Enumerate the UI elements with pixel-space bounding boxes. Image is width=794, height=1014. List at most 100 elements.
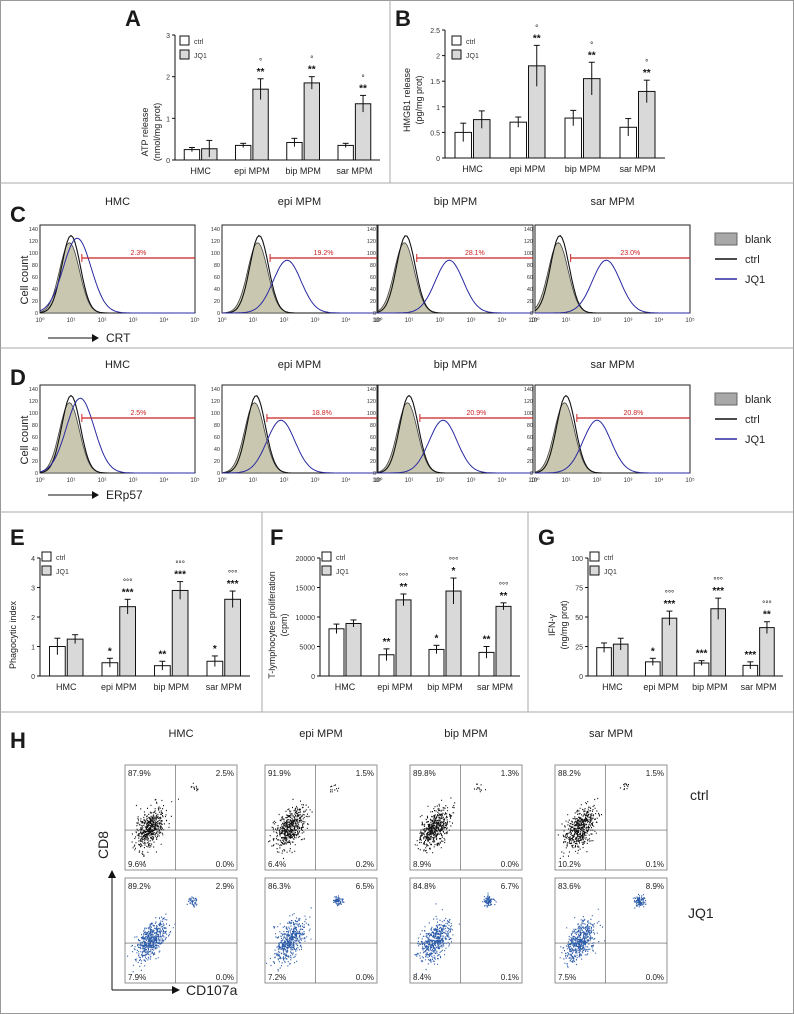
quadrant-lr: 0.1%	[501, 973, 519, 982]
category-label: HMC	[462, 164, 483, 174]
quadrant-lr: 0.2%	[356, 860, 374, 869]
histogram-x-tick: 10²	[436, 318, 445, 324]
y-axis-label-cd8: CD8	[95, 831, 111, 859]
histogram-x-tick: 10⁴	[497, 477, 507, 484]
y-tick-label: 1	[31, 645, 35, 652]
bar-jq1	[66, 638, 84, 677]
legend-label-ctrl: ctrl	[56, 555, 66, 562]
marker-label-crt: CRT	[106, 331, 131, 345]
histogram-x-tick: 10²	[98, 318, 107, 324]
axis-arrows-h: CD8 CD107a	[95, 831, 238, 998]
histogram-x-tick: 10⁴	[341, 477, 351, 484]
histogram-y-tick: 140	[211, 227, 220, 233]
histogram-y-tick: 0	[35, 471, 38, 477]
gate-percent: 2.3%	[130, 250, 146, 257]
histogram-jq1-line	[535, 419, 690, 474]
legend-swatch-jq1	[321, 565, 332, 576]
significance-mark-vs-hmc: °°°	[713, 576, 723, 585]
histogram-x-tick: 10¹	[562, 318, 571, 324]
dot-plot-grid: HMC epi MPM bip MPM sar MPM 87.9% 2.5% 9.6% 0.0…	[124, 728, 668, 984]
legend-swatch-ctrl	[321, 551, 332, 562]
histogram-y-tick: 80	[527, 423, 533, 429]
histogram-x-tick: 10⁰	[373, 477, 383, 484]
category-label: epi MPM	[101, 682, 137, 692]
histogram-y-tick: 40	[214, 287, 220, 293]
significance-mark: ***	[174, 570, 186, 581]
legend-swatch-jq1	[41, 565, 52, 576]
significance-mark: ***	[696, 649, 708, 660]
legend-label-jq1: JQ1	[745, 274, 765, 286]
quadrant-ll: 8.4%	[413, 973, 431, 982]
category-label: bip MPM	[692, 682, 728, 692]
significance-mark: ***	[227, 579, 239, 590]
histogram-y-tick: 40	[32, 447, 38, 453]
histogram-title: sar MPM	[591, 359, 635, 371]
quadrant-lr: 0.1%	[646, 860, 664, 869]
histogram-title: bip MPM	[434, 196, 477, 208]
category-label: sar MPM	[336, 166, 372, 176]
histogram-x-tick: 10⁵	[528, 477, 538, 484]
quadrant-ul: 88.2%	[558, 769, 581, 778]
y-unit-a: (nmol/mg prot)	[152, 103, 162, 162]
quadrant-ll: 7.5%	[558, 973, 576, 982]
significance-mark: **	[308, 65, 316, 76]
quadrant-ur: 1.5%	[356, 769, 374, 778]
significance-mark-vs-hmc: °°°	[499, 581, 509, 590]
legend-label-jq1: JQ1	[604, 569, 617, 576]
histogram-title: sar MPM	[591, 196, 635, 208]
legend-label-blank: blank	[745, 394, 772, 406]
y-tick-label: 50	[575, 615, 583, 622]
quadrant-ur: 2.5%	[216, 769, 234, 778]
quadrant-ur: 2.9%	[216, 882, 234, 891]
legend-swatch-jq1	[589, 565, 600, 576]
histogram-x-tick: 10⁴	[341, 317, 351, 324]
histogram-y-tick: 80	[32, 263, 38, 269]
histogram-x-tick: 10¹	[405, 318, 414, 324]
histogram-y-tick: 0	[530, 471, 533, 477]
histogram-x-tick: 10¹	[405, 478, 414, 484]
y-tick-label: 2.5	[430, 28, 440, 35]
quadrant-ll: 9.6%	[128, 860, 146, 869]
y-tick-label: 0	[436, 156, 440, 163]
gate-percent: 20.8%	[623, 410, 643, 417]
quadrant-ur: 1.5%	[646, 769, 664, 778]
histogram-x-tick: 10⁵	[190, 317, 200, 324]
histogram-y-tick: 20	[32, 459, 38, 465]
quadrant-ll: 8.9%	[413, 860, 431, 869]
histogram-y-tick: 0	[35, 311, 38, 317]
quadrant-ur: 6.7%	[501, 882, 519, 891]
y-label-a: ATP release	[140, 108, 150, 157]
dot-cloud	[414, 892, 497, 975]
panel-letter-g: G	[538, 525, 555, 550]
histogram-legend-c: blank ctrl JQ1	[714, 232, 772, 286]
dot-plot-jq1: 89.2% 2.9% 7.9% 0.0%	[124, 877, 238, 984]
histogram-y-tick: 20	[214, 299, 220, 305]
histogram-y-tick: 60	[32, 435, 38, 441]
histogram-jq1-line	[535, 259, 690, 314]
histogram-y-tick: 60	[527, 275, 533, 281]
histogram-y-tick: 20	[214, 459, 220, 465]
gate-percent: 28.1%	[465, 250, 485, 257]
category-label: epi MPM	[377, 682, 413, 692]
histogram-x-tick: 10⁰	[35, 477, 45, 484]
histogram-y-tick: 140	[29, 387, 38, 393]
histogram-y-tick: 80	[214, 263, 220, 269]
gate-percent: 2.5%	[130, 410, 146, 417]
dot-plot-frame	[409, 764, 523, 871]
histogram-x-tick: 10²	[280, 478, 289, 484]
significance-mark: ***	[712, 586, 724, 597]
histogram-y-tick: 140	[524, 227, 533, 233]
histogram-x-tick: 10⁴	[654, 477, 664, 484]
bar-ctrl	[337, 144, 354, 161]
dot-cloud	[268, 784, 340, 860]
histogram-x-tick: 10⁵	[372, 317, 382, 324]
histogram-y-tick: 40	[32, 287, 38, 293]
histogram-x-tick: 10¹	[249, 478, 258, 484]
histogram-y-tick: 140	[211, 387, 220, 393]
dot-cloud	[559, 893, 647, 968]
significance-mark-vs-hmc: °	[259, 57, 262, 66]
dot-plot-ctrl: 88.2% 1.5% 10.2% 0.1%	[554, 764, 668, 871]
quadrant-lr: 0.0%	[501, 860, 519, 869]
histogram-y-tick: 80	[527, 263, 533, 269]
histogram-x-tick: 10²	[593, 318, 602, 324]
